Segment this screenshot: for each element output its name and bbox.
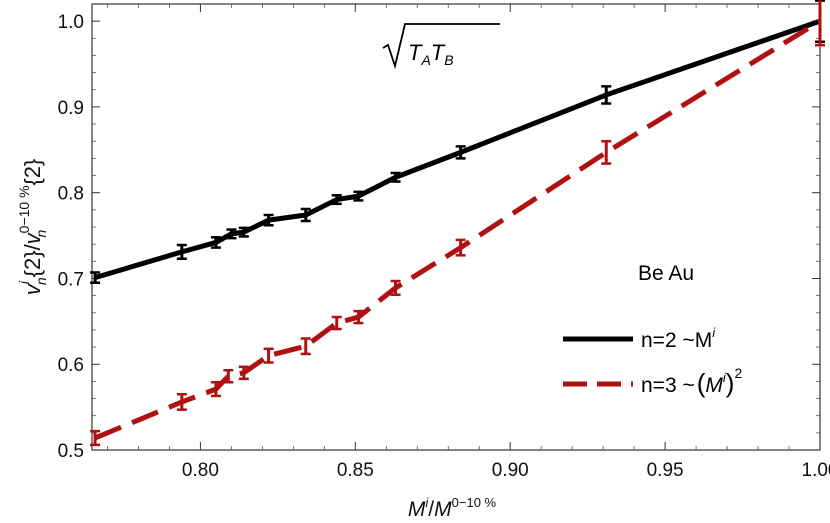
- legend-label-n3-sup2: 2: [734, 365, 742, 381]
- legend: n=2 ~Mi n=3 ~(Mi)2: [563, 325, 742, 398]
- x-axis-label-base: M: [408, 498, 426, 521]
- y-axis-label-v2: v: [20, 231, 45, 244]
- legend-label-n2: n=2 ~Mi: [641, 325, 716, 352]
- y-axis-label: vin{2}/v0−10 %n{2}: [16, 159, 49, 296]
- y-axis-label-sub2: n: [33, 229, 49, 237]
- series-layer: [90, 0, 825, 447]
- y-axis-label-sup-i: i: [16, 280, 32, 284]
- sqrt-radical: [382, 23, 500, 70]
- x-axis-label-sep: /: [428, 498, 434, 521]
- legend-label-n2-text: n=2 ~M: [641, 329, 712, 352]
- x-tick-label: 0.95: [647, 460, 684, 481]
- y-axis-label-end: {2}: [20, 159, 45, 186]
- x-axis-label-sup2: 0−10 %: [452, 495, 497, 510]
- x-tick-label: 0.85: [337, 460, 374, 481]
- system-label: Be Au: [638, 262, 694, 285]
- y-tick-label: 0.5: [58, 441, 84, 462]
- y-axis-label-mid: {2}/: [20, 243, 45, 277]
- legend-label-n3-sup: i: [723, 370, 727, 385]
- legend-label-n3: n=3 ~(Mi)2: [641, 365, 742, 398]
- legend-label-n2-sup: i: [712, 325, 716, 340]
- formula-annotation: TATB: [382, 23, 500, 70]
- y-tick-label: 0.7: [58, 269, 84, 290]
- legend-label-n3-text: n=3 ~: [641, 374, 695, 397]
- x-tick-label: 0.90: [492, 460, 529, 481]
- y-tick-label: 1.0: [58, 12, 84, 33]
- ticks-layer: 0.80 0.85 0.90 0.95 1.00 0.5 0.6 0.7 0.8 0.9 1.0: [58, 4, 830, 481]
- y-tick-label: 0.6: [58, 355, 84, 376]
- x-axis-label-base2: M: [434, 498, 452, 521]
- series-n3: [90, 0, 825, 447]
- y-axis-label-v: v: [20, 282, 45, 295]
- y-tick-label: 0.9: [58, 98, 84, 119]
- y-axis-label-sub-n: n: [33, 277, 49, 285]
- x-tick-label: 0.80: [182, 460, 219, 481]
- y-tick-label: 0.8: [58, 184, 84, 205]
- y-axis-label-sup2: 0−10 %: [16, 185, 32, 233]
- x-axis-label-sup: i: [425, 495, 429, 510]
- formula-text: TATB: [408, 40, 454, 68]
- x-axis-label: Mi/M0−10 %: [408, 495, 497, 521]
- x-tick-label: 1.00: [802, 460, 830, 481]
